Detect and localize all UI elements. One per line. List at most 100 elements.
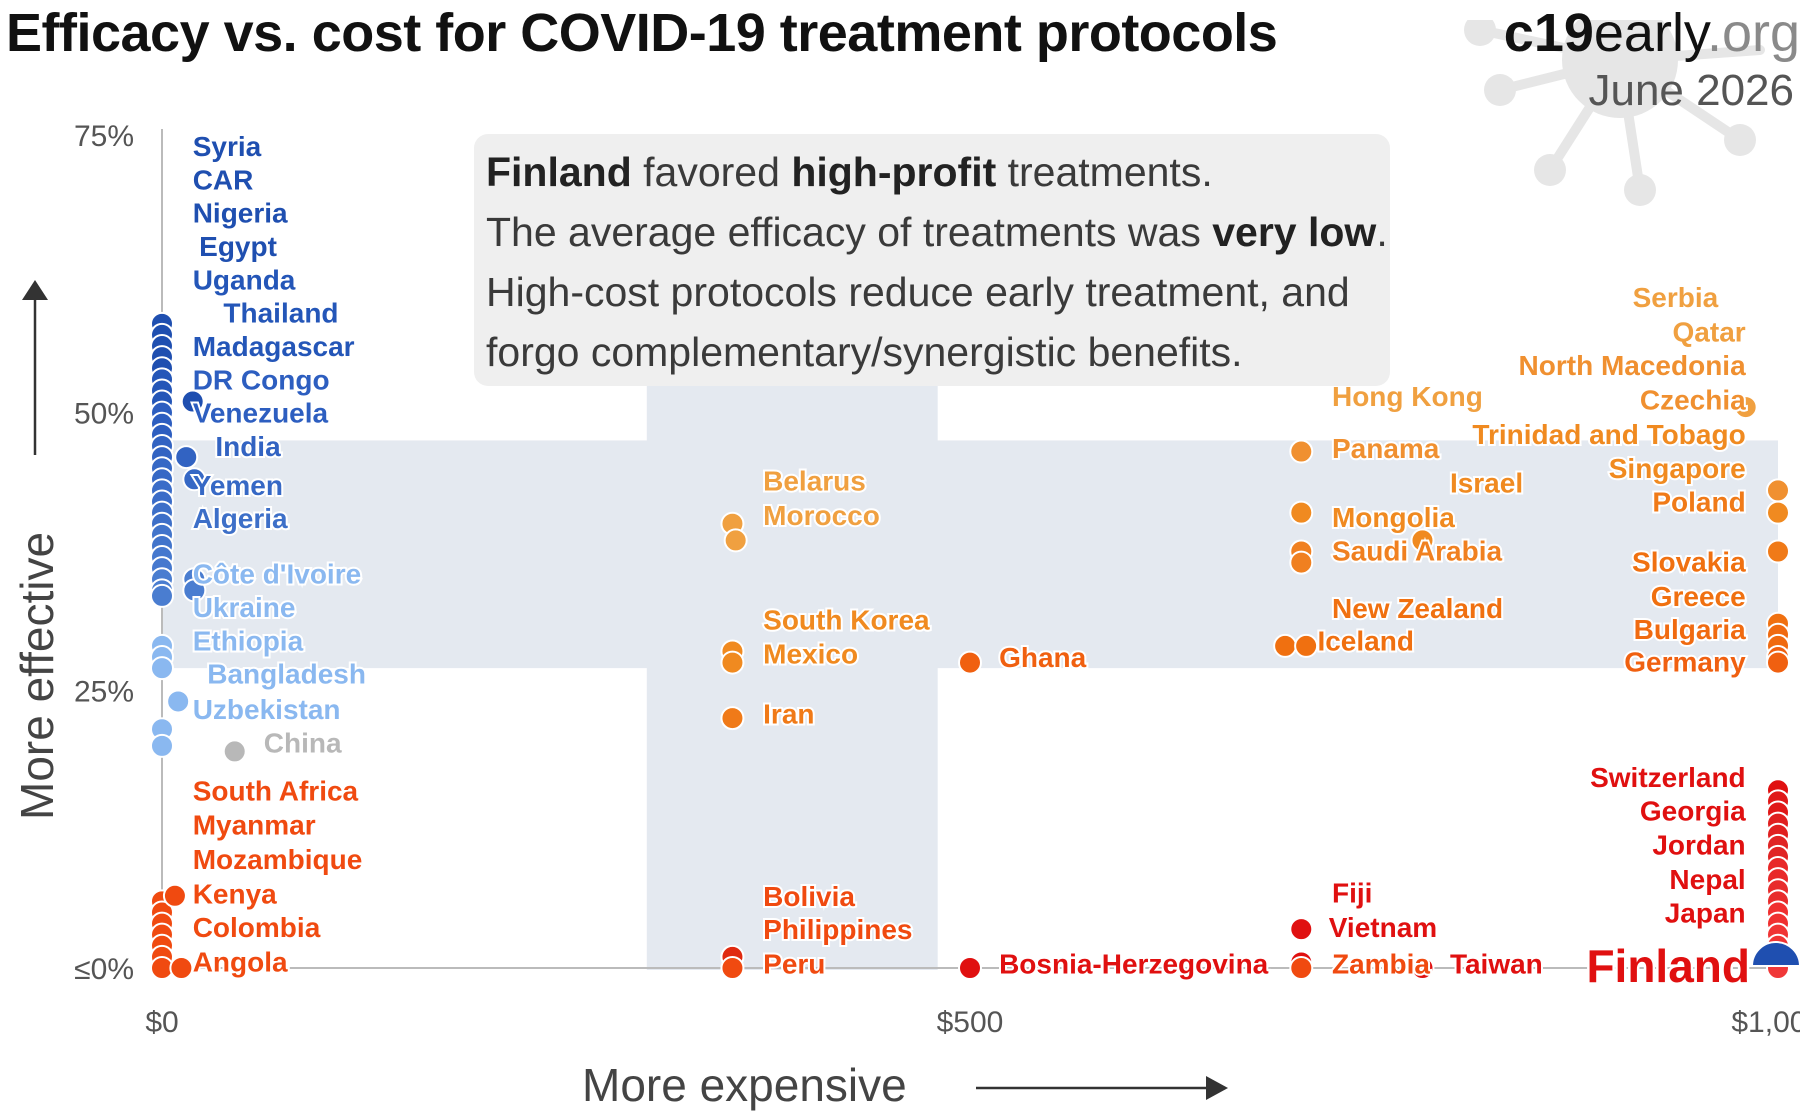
- country-label: Madagascar: [193, 331, 355, 362]
- country-label: Singapore: [1609, 453, 1746, 484]
- data-point: [720, 956, 745, 980]
- country-label: Japan: [1665, 897, 1746, 928]
- data-point: [1410, 528, 1435, 553]
- country-label: Serbia: [1633, 282, 1719, 313]
- info-line-2: The average efficacy of treatments was v…: [486, 202, 1388, 262]
- data-point: [1273, 633, 1298, 658]
- country-label: Egypt: [199, 231, 277, 262]
- country-label: Algeria: [193, 503, 288, 534]
- data-point: [958, 956, 982, 980]
- country-label: Venezuela: [193, 398, 329, 429]
- data-point: [1289, 956, 1314, 980]
- brand-tld: .org: [1706, 3, 1800, 63]
- country-label: Fiji: [1332, 877, 1372, 908]
- country-label: Slovakia: [1632, 546, 1746, 577]
- info-text: .: [1376, 209, 1388, 255]
- info-line-3: High-cost protocols reduce early treatme…: [486, 269, 1350, 315]
- country-label: Iran: [763, 699, 814, 730]
- highlight-label: Finland: [1586, 940, 1750, 992]
- country-label: Trinidad and Tobago: [1472, 419, 1745, 450]
- data-point: [182, 578, 207, 603]
- country-label: Qatar: [1673, 317, 1746, 348]
- y-tick-label: ≤0%: [74, 953, 134, 986]
- country-label: Bulgaria: [1634, 614, 1746, 645]
- x-arrowhead-icon: [1206, 1076, 1228, 1100]
- country-label: China: [264, 728, 342, 759]
- country-label: Bolivia: [763, 881, 855, 912]
- country-label: Taiwan: [1450, 949, 1543, 980]
- data-point: [150, 733, 174, 758]
- brand-logo[interactable]: c19early.org: [1504, 2, 1800, 64]
- data-point: [720, 706, 745, 731]
- country-label: Greece: [1651, 581, 1746, 612]
- country-label: Kenya: [193, 879, 277, 910]
- data-point: [723, 528, 748, 553]
- country-label: Côte d'Ivoire: [193, 559, 361, 590]
- data-points: [150, 311, 1800, 980]
- x-tick-label: $1,000+: [1731, 1006, 1800, 1039]
- data-point: [162, 883, 187, 908]
- country-label: Panama: [1332, 433, 1440, 464]
- info-line-4: forgo complementary/synergistic benefits…: [486, 329, 1243, 375]
- country-label: Israel: [1450, 468, 1523, 499]
- info-box: Finland favored high-profit treatments. …: [474, 134, 1390, 386]
- country-label: Switzerland: [1590, 762, 1746, 793]
- country-label: Bangladesh: [207, 659, 366, 690]
- info-country: Finland: [486, 149, 632, 195]
- country-label: Thailand: [223, 298, 338, 329]
- country-label: North Macedonia: [1519, 350, 1747, 381]
- axes: ≤0% 25% 50% 75% $0 $500 $1,000+: [22, 120, 1800, 1100]
- y-tick-label: 25%: [74, 675, 134, 708]
- x-axis-label: More expensive: [582, 1059, 907, 1111]
- country-label: Colombia: [193, 912, 321, 943]
- data-point: [1294, 633, 1319, 658]
- country-labels: SyriaCARNigeriaEgyptUgandaThailandMadaga…: [191, 129, 1753, 994]
- country-label: Mexico: [763, 639, 858, 670]
- band-horizontal: [162, 440, 1778, 669]
- info-text: treatments.: [996, 149, 1213, 195]
- data-point: [1766, 500, 1790, 525]
- data-point: [1766, 650, 1790, 675]
- y-arrowhead-icon: [22, 280, 48, 300]
- data-point: [720, 650, 745, 675]
- info-line-1: Finland favored high-profit treatments.: [486, 142, 1378, 202]
- country-label: Mozambique: [193, 844, 363, 875]
- data-point: [1289, 500, 1314, 525]
- country-label: Yemen: [193, 470, 283, 501]
- data-point: [1289, 439, 1314, 464]
- date-label: June 2026: [1588, 66, 1794, 115]
- country-label: South Korea: [763, 604, 930, 635]
- info-bold: high-profit: [791, 149, 997, 195]
- data-point: [1733, 395, 1758, 420]
- data-point: [958, 650, 982, 675]
- data-point: [222, 739, 247, 764]
- info-text: favored: [631, 149, 792, 195]
- data-point: [166, 689, 191, 714]
- country-label: Germany: [1624, 646, 1746, 677]
- country-label: Czechia: [1640, 384, 1746, 415]
- country-label: India: [215, 431, 281, 462]
- country-label: Ethiopia: [193, 625, 304, 656]
- country-label: Ghana: [999, 642, 1087, 673]
- country-label: Vietnam: [1329, 912, 1437, 943]
- country-label: Saudi Arabia: [1332, 535, 1503, 566]
- country-label: Myanmar: [193, 810, 316, 841]
- data-point: [180, 389, 205, 414]
- data-point: [182, 467, 207, 492]
- y-tick-label: 75%: [74, 120, 134, 153]
- country-label: Nigeria: [193, 198, 288, 229]
- info-bold: very low: [1212, 209, 1377, 255]
- data-point: [1766, 478, 1790, 503]
- highlight-point: [1750, 941, 1800, 967]
- country-label: Syria: [193, 131, 262, 162]
- country-label: CAR: [193, 164, 254, 195]
- brand-bold: c19: [1503, 3, 1594, 63]
- country-label: Mongolia: [1332, 502, 1455, 533]
- brand-middle: early: [1593, 3, 1707, 63]
- country-label: New Zealand: [1332, 593, 1503, 624]
- country-label: DR Congo: [193, 364, 330, 395]
- country-label: Peru: [763, 949, 825, 980]
- country-label: Zambia: [1332, 949, 1430, 980]
- data-point: [1289, 917, 1314, 942]
- data-point: [150, 583, 174, 608]
